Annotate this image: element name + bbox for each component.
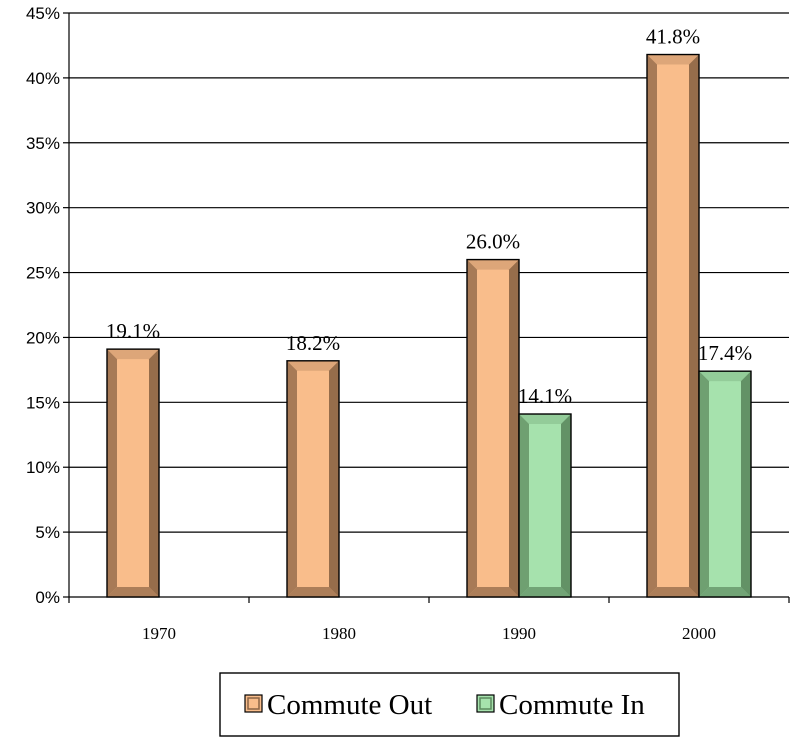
bar-outline	[286, 360, 340, 598]
legend-label: Commute Out	[267, 689, 432, 721]
bar-bevel-bottom	[699, 587, 751, 597]
bar-outline	[518, 413, 572, 598]
bar-bevel-bottom	[647, 587, 699, 597]
bar-bevel-left	[287, 360, 297, 597]
bar-bevel-left	[519, 414, 529, 597]
y-tick-label: 25%	[26, 264, 60, 283]
y-tick-label: 35%	[26, 134, 60, 153]
bar-bevel-right	[509, 259, 519, 597]
bar	[698, 370, 752, 598]
y-tick-label: 0%	[35, 588, 60, 607]
bar-bevel-top	[107, 349, 159, 360]
bar-bevel-right	[561, 414, 571, 597]
bar-bevel-right	[329, 360, 339, 597]
bar-bevel-bottom	[287, 587, 339, 597]
bar-bevel-bottom	[519, 587, 571, 597]
bar	[106, 348, 160, 598]
bar-bevel-bottom	[107, 587, 159, 597]
legend-swatch	[476, 694, 495, 713]
legend-box	[219, 672, 680, 737]
bar-bevel-right	[741, 371, 751, 597]
y-tick-label: 20%	[26, 328, 60, 347]
bar	[646, 53, 700, 598]
data-label: 17.4%	[698, 341, 752, 365]
bar-outline	[106, 348, 160, 598]
bar-bevel-left	[107, 349, 117, 597]
bar-outline	[646, 53, 700, 598]
legend-swatch-bevel	[247, 697, 260, 710]
data-label: 14.1%	[518, 384, 572, 408]
x-tick-label: 1990	[502, 624, 536, 643]
bar-bevel-right	[149, 349, 159, 597]
y-tick-label: 15%	[26, 393, 60, 412]
data-label: 26.0%	[466, 230, 520, 254]
bar	[466, 258, 520, 598]
y-tick-label: 40%	[26, 69, 60, 88]
bar-bevel-left	[647, 54, 657, 598]
legend-label: Commute In	[499, 689, 645, 721]
bar-bevel-top	[467, 259, 519, 270]
bar-outline	[698, 370, 752, 598]
bar-bevel-left	[467, 259, 477, 597]
y-tick-label: 10%	[26, 458, 60, 477]
y-tick-label: 45%	[26, 4, 60, 23]
bar-bevel-top	[699, 371, 751, 382]
bar-bevel-top	[647, 54, 699, 65]
x-tick-label: 1970	[142, 624, 176, 643]
y-tick-label: 5%	[35, 523, 60, 542]
data-label: 18.2%	[286, 331, 340, 355]
bar-bevel-bottom	[467, 587, 519, 597]
data-label: 41.8%	[646, 25, 700, 49]
bar-bevel-top	[519, 414, 571, 425]
bar-bevel-right	[689, 54, 699, 598]
legend-swatch-bevel	[479, 697, 492, 710]
y-tick-label: 30%	[26, 199, 60, 218]
bar	[518, 413, 572, 598]
x-tick-label: 1980	[322, 624, 356, 643]
bar	[286, 360, 340, 598]
legend-swatch	[244, 694, 263, 713]
x-tick-label: 2000	[682, 624, 716, 643]
bar-bevel-top	[287, 360, 339, 371]
data-label: 19.1%	[106, 319, 160, 343]
bar-bevel-left	[699, 371, 709, 597]
